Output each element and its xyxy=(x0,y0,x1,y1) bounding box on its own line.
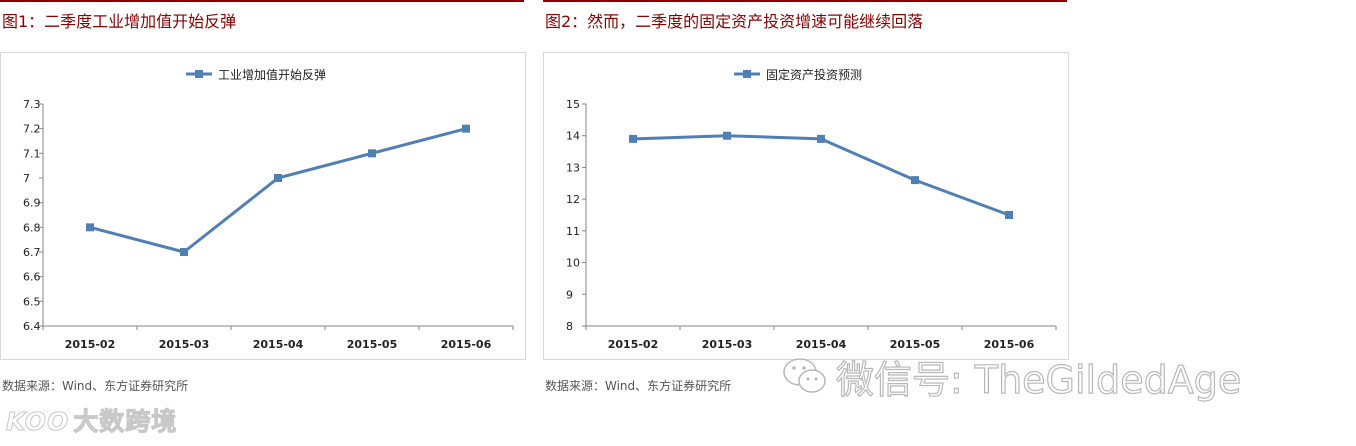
y-tick-label: 11 xyxy=(566,225,580,238)
y-tick-label: 6.7 xyxy=(23,246,41,259)
y-tick-label: 15 xyxy=(566,98,580,111)
heading-rule xyxy=(0,0,524,2)
series-line xyxy=(89,127,467,254)
data-point xyxy=(723,131,731,140)
data-point xyxy=(629,134,637,143)
y-tick-label: 7.2 xyxy=(23,123,41,136)
legend-label: 固定资产投资预测 xyxy=(766,67,862,82)
y-tick-label: 6.8 xyxy=(23,221,41,234)
y-tick-label: 10 xyxy=(566,257,580,270)
x-tick-label: 2015-02 xyxy=(65,338,116,351)
logo-mark: KOO xyxy=(5,407,70,437)
data-point xyxy=(462,124,470,133)
x-tick-label: 2015-06 xyxy=(984,338,1035,351)
legend-marker xyxy=(195,70,203,78)
x-tick-label: 2015-03 xyxy=(702,338,753,351)
data-point xyxy=(274,174,282,182)
line-chart-1: 6.4 6.5 6.6 6.7 6.8 6.9 7 7.1 7.2 7.3 2015-02 2015-… xyxy=(23,67,514,351)
y-tick-label: 6.6 xyxy=(23,271,41,284)
legend-marker xyxy=(743,70,751,78)
data-point xyxy=(911,176,919,185)
y-tick-label: 7.3 xyxy=(23,98,41,111)
wechat-icon xyxy=(783,358,826,393)
heading-rule xyxy=(543,0,1067,2)
x-tick-label: 2015-02 xyxy=(608,338,659,351)
logo-text: 大数跨境 xyxy=(73,407,178,437)
chart-frame: 8 9 10 11 12 13 14 15 2015-02 2015-03 2015-04 2015-… xyxy=(543,52,1069,360)
chart-frame: 6.4 6.5 6.6 6.7 6.8 6.9 7 7.1 7.2 7.3 2015-02 2015-… xyxy=(0,52,526,360)
legend-label: 工业增加值开始反弹 xyxy=(218,67,326,82)
data-point xyxy=(368,149,376,158)
logo-watermark: KOO 大数跨境 xyxy=(5,402,178,438)
y-tick-label: 12 xyxy=(566,193,580,206)
y-tick-label: 6.4 xyxy=(23,320,41,333)
y-tick-label: 7 xyxy=(23,172,30,185)
y-tick-label: 9 xyxy=(566,288,573,301)
x-tick-label: 2015-05 xyxy=(347,338,398,351)
y-tick-label: 7.1 xyxy=(23,147,41,160)
wechat-watermark: 微信号: TheGildedAge xyxy=(782,348,1242,404)
x-tick-label: 2015-04 xyxy=(796,338,847,351)
data-point xyxy=(86,223,94,232)
source-note: 数据来源：Wind、东方证券研究所 xyxy=(545,379,732,393)
y-tick-label: 6.5 xyxy=(23,295,41,308)
wechat-id-text: 微信号: TheGildedAge xyxy=(835,357,1242,402)
data-point xyxy=(1005,211,1013,219)
line-chart-2: 8 9 10 11 12 13 14 15 2015-02 2015-03 2015-04 2015-… xyxy=(566,67,1057,351)
x-tick-label: 2015-05 xyxy=(890,338,941,351)
y-tick-label: 13 xyxy=(566,161,580,174)
chart-heading: 图2：然而，二季度的固定资产投资增速可能继续回落 xyxy=(545,12,924,31)
x-tick-label: 2015-03 xyxy=(159,338,210,351)
data-point xyxy=(817,134,825,143)
y-tick-label: 14 xyxy=(566,130,580,143)
y-tick-label: 8 xyxy=(566,320,573,333)
y-tick-label: 6.9 xyxy=(23,197,41,210)
source-note: 数据来源：Wind、东方证券研究所 xyxy=(2,379,189,393)
x-tick-label: 2015-04 xyxy=(253,338,304,351)
chart-heading: 图1：二季度工业增加值开始反弹 xyxy=(2,12,237,31)
series-line xyxy=(632,134,1010,217)
data-point xyxy=(180,248,188,256)
x-tick-label: 2015-06 xyxy=(441,338,492,351)
